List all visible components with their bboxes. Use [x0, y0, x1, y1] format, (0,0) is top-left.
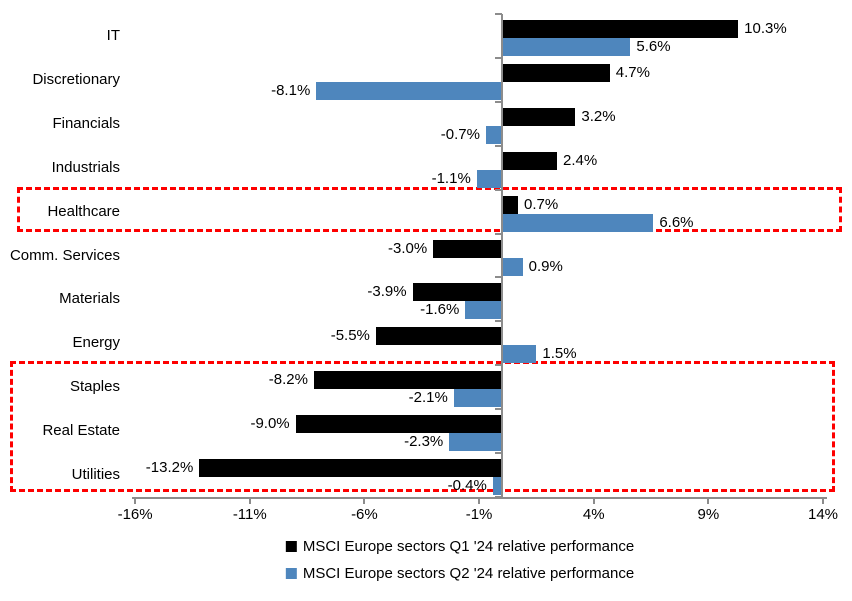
- category-axis-tick: [495, 13, 502, 15]
- value-axis-tick-label-4: 4%: [582, 506, 605, 523]
- q2-series-swatch-icon: [285, 568, 297, 579]
- highlight-box-staples-real-estate-utilities: [10, 361, 835, 492]
- category-axis-tick: [495, 320, 502, 323]
- bar-q2-it: [502, 38, 631, 56]
- value-label-discretionary-q1: 4.7%: [615, 63, 650, 81]
- value-label-real-estate-q2: -2.3%: [404, 433, 444, 451]
- legend-item-q2: MSCI Europe sectors Q2 '24 relative perf…: [285, 565, 635, 582]
- category-label-it: IT: [106, 27, 120, 44]
- bar-q2-real-estate: [449, 433, 502, 452]
- bar-q1-utilities: [199, 459, 502, 478]
- bar-q2-healthcare: [502, 213, 654, 232]
- value-axis-tick: [592, 499, 595, 504]
- value-label-staples-q1: -8.2%: [268, 371, 308, 389]
- bar-q1-materials: [412, 283, 502, 302]
- value-axis-tick-label-11: -11%: [232, 506, 267, 523]
- category-axis-tick: [495, 452, 502, 455]
- value-axis-tick: [248, 499, 251, 504]
- bar-q2-comm-services: [502, 257, 523, 276]
- bar-q1-discretionary: [502, 63, 610, 82]
- bar-q1-it: [502, 20, 739, 38]
- bar-q2-utilities: [492, 477, 502, 496]
- value-axis-tick-label-1: -1%: [465, 506, 493, 523]
- category-axis-tick: [495, 408, 502, 411]
- bar-q1-comm-services: [433, 239, 502, 258]
- bar-q2-materials: [465, 301, 502, 320]
- category-axis-tick: [495, 100, 502, 103]
- q1-series-swatch-icon: [285, 541, 297, 552]
- value-label-industrials-q2: -1.1%: [431, 169, 471, 187]
- legend-item-q1: MSCI Europe sectors Q1 '24 relative perf…: [285, 538, 635, 555]
- category-label-industrials: Industrials: [51, 158, 120, 176]
- highlight-box-healthcare: [17, 187, 842, 232]
- legend-label-q1: MSCI Europe sectors Q1 '24 relative perf…: [302, 538, 635, 555]
- value-axis-tick: [134, 499, 137, 504]
- category-axis-tick: [495, 276, 502, 279]
- category-axis-tick: [495, 188, 502, 191]
- value-label-materials-q2: -1.6%: [420, 301, 460, 319]
- bar-q2-financials: [485, 125, 502, 144]
- category-label-healthcare: Healthcare: [47, 202, 120, 220]
- category-label-financials: Financials: [52, 114, 120, 132]
- bar-q1-real-estate: [295, 415, 502, 434]
- value-axis-tick: [707, 499, 710, 504]
- category-axis-tick: [495, 56, 502, 59]
- bar-q2-industrials: [476, 169, 502, 188]
- bar-q1-industrials: [502, 151, 558, 170]
- legend-label-q2: MSCI Europe sectors Q2 '24 relative perf…: [302, 565, 635, 582]
- value-label-it-q2: 5.6%: [636, 38, 671, 55]
- value-axis-tick-label-16: -16%: [117, 506, 153, 523]
- category-label-discretionary: Discretionary: [32, 70, 120, 88]
- value-label-financials-q2: -0.7%: [440, 125, 480, 143]
- value-label-industrials-q1: 2.4%: [563, 151, 598, 169]
- category-label-staples: Staples: [69, 378, 120, 396]
- value-label-utilities-q2: -0.4%: [447, 477, 487, 495]
- bar-q1-staples: [313, 371, 502, 390]
- category-label-comm-services: Comm. Services: [9, 246, 120, 264]
- value-label-energy-q1: -5.5%: [330, 327, 370, 345]
- bar-q2-energy: [502, 345, 537, 364]
- category-label-materials: Materials: [59, 290, 120, 308]
- category-label-energy: Energy: [72, 334, 120, 352]
- bar-q1-healthcare: [502, 195, 519, 214]
- category-label-utilities: Utilities: [71, 466, 120, 484]
- value-label-comm-services-q2: 0.9%: [528, 257, 563, 275]
- bar-q2-staples: [453, 389, 502, 408]
- category-axis-tick: [495, 232, 502, 235]
- value-label-healthcare-q2: 6.6%: [659, 213, 694, 231]
- value-axis-tick: [363, 499, 366, 504]
- value-label-financials-q1: 3.2%: [581, 107, 616, 125]
- value-axis-line: [132, 497, 827, 499]
- value-label-staples-q2: -2.1%: [408, 389, 448, 407]
- value-axis-tick: [478, 499, 481, 504]
- value-label-it-q1: 10.3%: [744, 20, 787, 37]
- bar-q1-financials: [502, 107, 576, 126]
- category-axis-tick: [495, 144, 502, 147]
- category-axis-tick: [495, 364, 502, 367]
- value-label-materials-q1: -3.9%: [367, 283, 407, 301]
- value-label-utilities-q1: -13.2%: [145, 459, 194, 477]
- bar-q1-energy: [375, 327, 502, 346]
- value-axis-tick-label-6: -6%: [351, 506, 378, 523]
- value-label-real-estate-q1: -9.0%: [250, 415, 290, 433]
- value-axis-tick-label-9: 9%: [697, 506, 720, 523]
- value-label-comm-services-q1: -3.0%: [388, 239, 428, 257]
- value-label-healthcare-q1: 0.7%: [524, 195, 559, 213]
- legend: MSCI Europe sectors Q1 '24 relative perf…: [285, 538, 635, 582]
- value-label-energy-q2: 1.5%: [542, 345, 577, 363]
- value-axis-tick-label-14: 14%: [808, 506, 839, 523]
- category-axis-line: [501, 14, 503, 497]
- value-axis-tick: [822, 499, 825, 504]
- value-label-discretionary-q2: -8.1%: [271, 81, 311, 99]
- category-label-real-estate: Real Estate: [42, 422, 120, 440]
- bar-q2-discretionary: [316, 81, 502, 100]
